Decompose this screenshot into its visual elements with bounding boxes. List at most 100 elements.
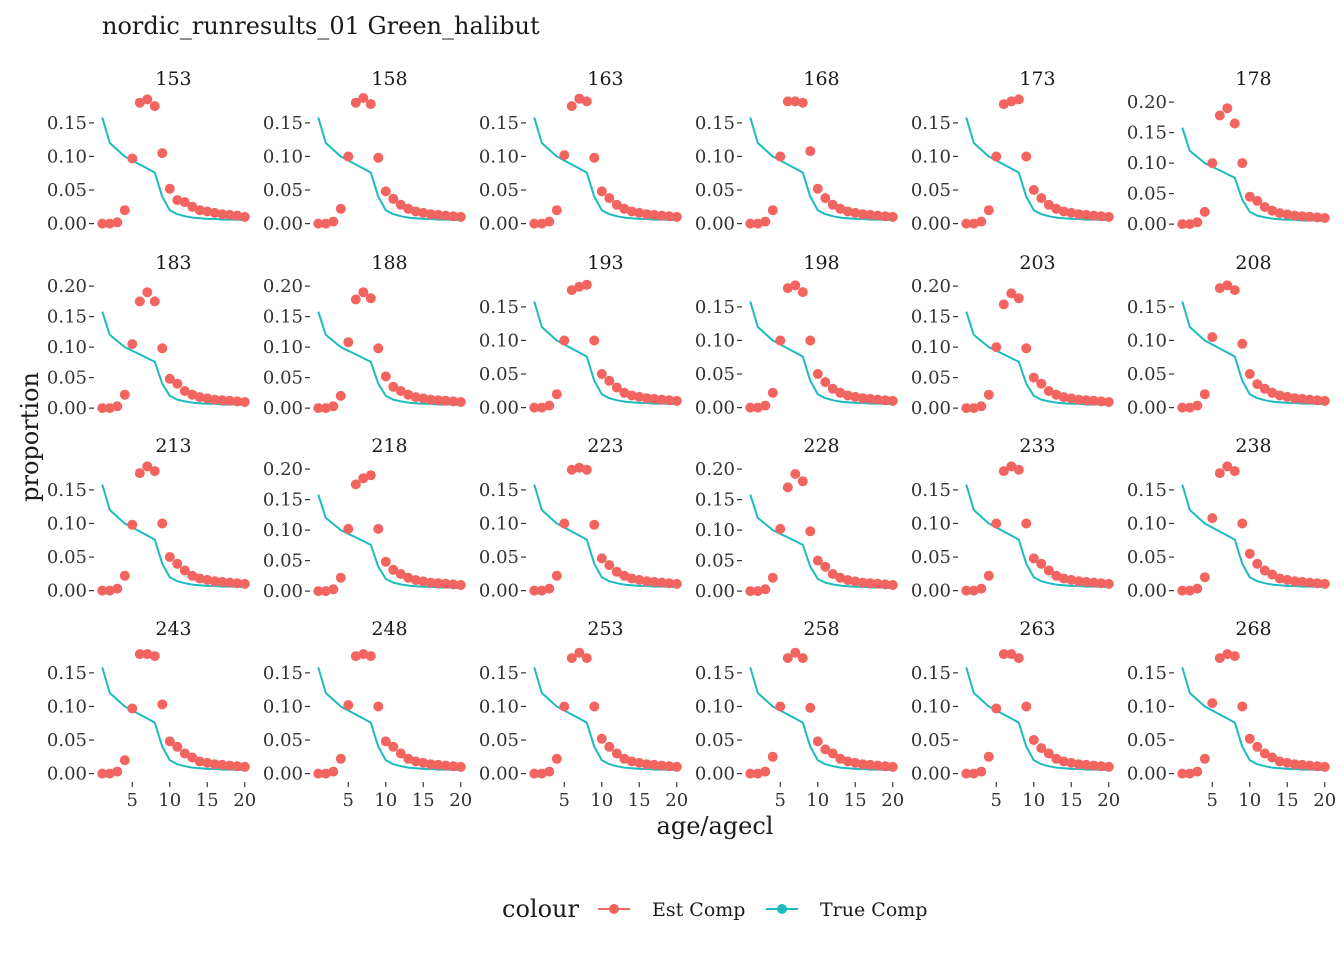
y-tick-label: 0.05 <box>1127 730 1167 751</box>
est-comp-point <box>581 653 592 664</box>
est-comp-point <box>842 206 853 217</box>
est-comp-point <box>313 768 324 779</box>
est-comp-point <box>232 578 243 589</box>
est-comp-point <box>872 210 883 221</box>
est-comp-point <box>544 583 555 594</box>
est-comp-point <box>1103 761 1114 772</box>
est-comp-point <box>194 392 205 403</box>
est-comp-point <box>596 186 607 197</box>
y-tick-label: 0.10 <box>479 513 519 534</box>
y-tick-label: 0.10 <box>1127 153 1167 174</box>
est-comp-point <box>664 211 675 222</box>
panel-213: 213 0.00 0.05 0.10 0.15 <box>47 435 250 602</box>
est-comp-point <box>1013 94 1024 105</box>
est-comp-point <box>380 736 391 747</box>
est-comp-point <box>835 203 846 214</box>
y-tick-label: 0.05 <box>47 180 87 201</box>
panel-strip-label: 203 <box>1019 252 1055 274</box>
y-tick-label: 0.00 <box>47 398 87 419</box>
est-comp-point <box>797 653 808 664</box>
est-comp-point <box>1319 213 1330 223</box>
est-comp-point <box>767 205 778 216</box>
est-comp-point <box>1021 518 1032 529</box>
est-comp-point <box>320 768 331 779</box>
panel-strip-label: 163 <box>587 68 623 90</box>
est-comp-point <box>820 744 831 755</box>
panel-263: 263 0.00 0.05 0.10 0.15 5 10 15 20 <box>911 618 1120 811</box>
x-tick-label: 15 <box>196 790 219 811</box>
est-comp-point <box>410 206 421 217</box>
est-comp-point <box>1177 219 1188 230</box>
est-comp-point <box>775 701 786 712</box>
est-comp-point <box>752 402 763 413</box>
y-tick-label: 0.20 <box>911 276 951 297</box>
y-tick-label: 0.15 <box>479 297 519 318</box>
panel-238: 238 0.00 0.05 0.10 0.15 <box>1127 435 1330 602</box>
est-comp-point <box>559 335 570 346</box>
est-comp-point <box>179 565 190 576</box>
x-tick-label: 20 <box>449 790 472 811</box>
est-comp-point <box>664 761 675 772</box>
est-comp-point <box>1282 391 1293 402</box>
est-comp-point <box>1051 570 1062 581</box>
y-tick-label: 0.10 <box>263 337 303 358</box>
y-tick-label: 0.15 <box>1127 123 1167 144</box>
est-comp-point <box>559 701 570 712</box>
y-tick-label: 0.15 <box>911 307 951 328</box>
est-comp-point <box>112 217 123 228</box>
x-tick-label: 15 <box>628 790 651 811</box>
est-comp-point <box>596 553 607 564</box>
est-comp-point <box>857 759 868 770</box>
est-comp-point <box>589 519 600 530</box>
y-tick-label: 0.00 <box>1127 581 1167 602</box>
y-tick-label: 0.00 <box>263 214 303 235</box>
est-comp-point <box>224 760 235 771</box>
est-comp-point <box>649 209 660 220</box>
est-comp-point <box>1207 158 1218 169</box>
y-tick-label: 0.05 <box>263 730 303 751</box>
y-tick-label: 0.00 <box>479 398 519 419</box>
est-comp-point <box>991 342 1002 353</box>
est-comp-point <box>991 151 1002 162</box>
est-comp-point <box>1066 393 1077 404</box>
est-comp-point <box>164 552 175 562</box>
est-comp-point <box>634 391 645 402</box>
est-comp-point <box>850 391 861 402</box>
est-comp-point <box>1013 293 1024 304</box>
est-comp-point <box>1289 759 1300 770</box>
est-comp-point <box>149 466 160 477</box>
est-comp-point <box>983 751 994 762</box>
panel-158: 158 0.00 0.05 0.10 0.15 <box>263 68 466 235</box>
y-tick-label: 0.10 <box>911 513 951 534</box>
est-comp-point <box>626 573 637 584</box>
est-comp-point <box>217 759 228 770</box>
y-tick-label: 0.10 <box>479 146 519 167</box>
est-comp-point <box>1237 518 1248 529</box>
est-comp-point <box>202 574 213 585</box>
est-comp-point <box>656 210 667 221</box>
est-comp-point <box>1244 548 1255 559</box>
est-comp-point <box>373 701 384 712</box>
est-comp-point <box>604 560 615 571</box>
est-comp-point <box>850 757 861 768</box>
y-tick-label: 0.00 <box>263 398 303 419</box>
est-comp-point <box>425 394 436 405</box>
est-comp-point <box>187 752 198 763</box>
est-comp-point <box>611 199 622 210</box>
y-tick-label: 0.00 <box>263 581 303 602</box>
est-comp-point <box>566 653 577 664</box>
est-comp-point <box>1297 576 1308 587</box>
est-comp-point <box>820 193 831 204</box>
est-comp-point <box>983 389 994 400</box>
est-comp-point <box>104 218 115 229</box>
est-comp-point <box>418 757 429 768</box>
panel-183: 183 0.00 0.05 0.10 0.15 0.20 <box>47 252 250 419</box>
est-comp-point <box>1036 378 1047 389</box>
est-comp-point <box>782 482 793 493</box>
est-comp-point <box>127 703 138 714</box>
y-tick-label: 0.10 <box>695 330 735 351</box>
est-comp-point <box>1073 576 1084 587</box>
est-comp-point <box>433 759 444 770</box>
est-comp-point <box>448 579 459 590</box>
est-comp-point <box>626 756 637 767</box>
